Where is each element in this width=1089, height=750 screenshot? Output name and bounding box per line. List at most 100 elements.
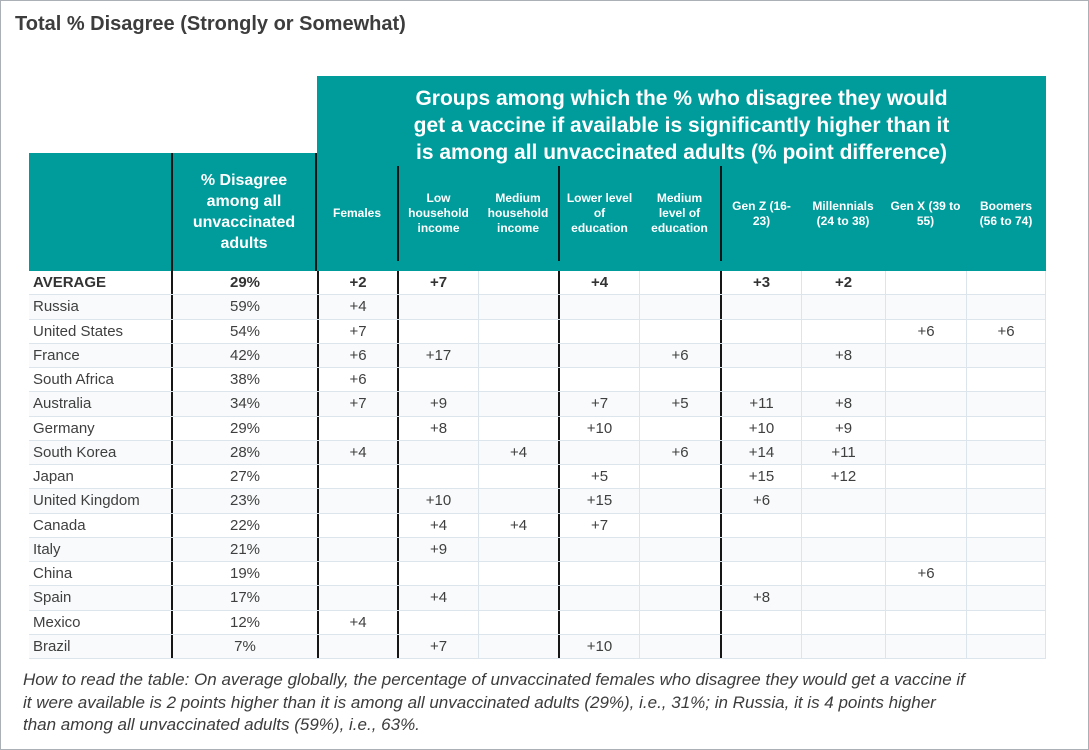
table-body: AVERAGE 29% +2 +7 +4 +3 +2 Russia 59% +4 United St… xyxy=(29,271,1046,659)
value-cell: +10 xyxy=(558,416,639,440)
value-cell xyxy=(397,368,478,392)
value-cell xyxy=(317,562,397,586)
pct-cell: 28% xyxy=(171,440,317,464)
value-cell: +9 xyxy=(397,537,478,561)
value-cell xyxy=(885,513,966,537)
value-cell: +5 xyxy=(639,392,720,416)
value-cell xyxy=(801,295,885,319)
value-cell xyxy=(885,271,966,295)
pct-cell: 29% xyxy=(171,271,317,295)
column-header: Boomers (56 to 74) xyxy=(979,198,1033,228)
value-cell xyxy=(317,465,397,489)
value-cell xyxy=(317,489,397,513)
value-cell xyxy=(966,537,1046,561)
pct-cell: 7% xyxy=(171,634,317,658)
value-cell xyxy=(966,392,1046,416)
country-cell: Japan xyxy=(33,468,74,486)
value-cell: +5 xyxy=(558,465,639,489)
value-cell xyxy=(639,562,720,586)
value-cell xyxy=(478,271,558,295)
value-cell xyxy=(397,465,478,489)
country-cell: Canada xyxy=(33,516,86,534)
page-title: Total % Disagree (Strongly or Somewhat) xyxy=(15,13,406,35)
table-row: Canada 22% +4 +4 +7 xyxy=(29,513,1046,538)
value-cell xyxy=(966,562,1046,586)
value-cell xyxy=(801,489,885,513)
value-cell xyxy=(397,440,478,464)
country-cell: Germany xyxy=(33,419,95,437)
value-cell xyxy=(801,610,885,634)
value-cell xyxy=(966,368,1046,392)
table-row: South Korea 28% +4 +4 +6 +14 +11 xyxy=(29,440,1046,465)
value-cell xyxy=(720,319,801,343)
value-cell: +6 xyxy=(885,319,966,343)
value-cell xyxy=(720,343,801,367)
table-row: Italy 21% +9 xyxy=(29,537,1046,562)
value-cell: +6 xyxy=(720,489,801,513)
value-cell: +2 xyxy=(801,271,885,295)
value-cell xyxy=(558,610,639,634)
country-cell: China xyxy=(33,565,73,583)
value-cell xyxy=(720,634,801,658)
value-cell xyxy=(639,513,720,537)
value-cell xyxy=(966,416,1046,440)
corner-cell xyxy=(29,153,171,271)
pct-cell: 29% xyxy=(171,416,317,440)
value-cell xyxy=(966,610,1046,634)
table-row: Brazil 7% +7 +10 xyxy=(29,634,1046,659)
value-cell: +4 xyxy=(397,513,478,537)
pct-disagree-column-header: % Disagree among all unvaccinated adults xyxy=(171,153,317,271)
value-cell xyxy=(639,489,720,513)
group-header-line: Groups among which the % who disagree th… xyxy=(415,87,948,110)
value-cell: +8 xyxy=(397,416,478,440)
value-cell xyxy=(801,513,885,537)
value-cell xyxy=(720,295,801,319)
value-cell xyxy=(801,634,885,658)
value-cell xyxy=(639,416,720,440)
table-row: South Africa 38% +6 xyxy=(29,368,1046,393)
value-cell xyxy=(966,634,1046,658)
table-row: Mexico 12% +4 xyxy=(29,610,1046,635)
value-cell xyxy=(720,610,801,634)
pct-cell: 59% xyxy=(171,295,317,319)
group-header-banner: Groups among which the % who disagree th… xyxy=(317,76,1046,271)
value-cell: +6 xyxy=(639,343,720,367)
value-cell xyxy=(885,634,966,658)
value-cell xyxy=(966,586,1046,610)
value-cell: +6 xyxy=(317,343,397,367)
value-cell: +7 xyxy=(317,392,397,416)
value-cell: +4 xyxy=(317,295,397,319)
value-cell xyxy=(478,392,558,416)
country-cell: United Kingdom xyxy=(33,492,140,510)
country-cell: Spain xyxy=(33,589,72,607)
value-cell xyxy=(397,319,478,343)
value-cell: +7 xyxy=(558,513,639,537)
value-cell xyxy=(639,610,720,634)
country-cell: South Africa xyxy=(33,371,114,389)
value-cell xyxy=(885,465,966,489)
value-cell xyxy=(639,295,720,319)
value-cell xyxy=(966,343,1046,367)
value-cell: +4 xyxy=(478,440,558,464)
value-cell xyxy=(639,586,720,610)
value-cell: +10 xyxy=(720,416,801,440)
value-cell xyxy=(885,343,966,367)
value-cell: +11 xyxy=(720,392,801,416)
pct-cell: 34% xyxy=(171,392,317,416)
table-row: China 19% +6 xyxy=(29,562,1046,587)
value-cell xyxy=(885,440,966,464)
pct-cell: 38% xyxy=(171,368,317,392)
value-cell xyxy=(317,537,397,561)
value-cell: +6 xyxy=(885,562,966,586)
value-cell xyxy=(639,368,720,392)
value-cell: +6 xyxy=(317,368,397,392)
value-cell xyxy=(801,368,885,392)
value-cell xyxy=(966,271,1046,295)
column-header: Females xyxy=(332,206,382,220)
pct-cell: 27% xyxy=(171,465,317,489)
value-cell xyxy=(639,537,720,561)
value-cell: +14 xyxy=(720,440,801,464)
value-cell xyxy=(317,586,397,610)
value-cell xyxy=(720,562,801,586)
